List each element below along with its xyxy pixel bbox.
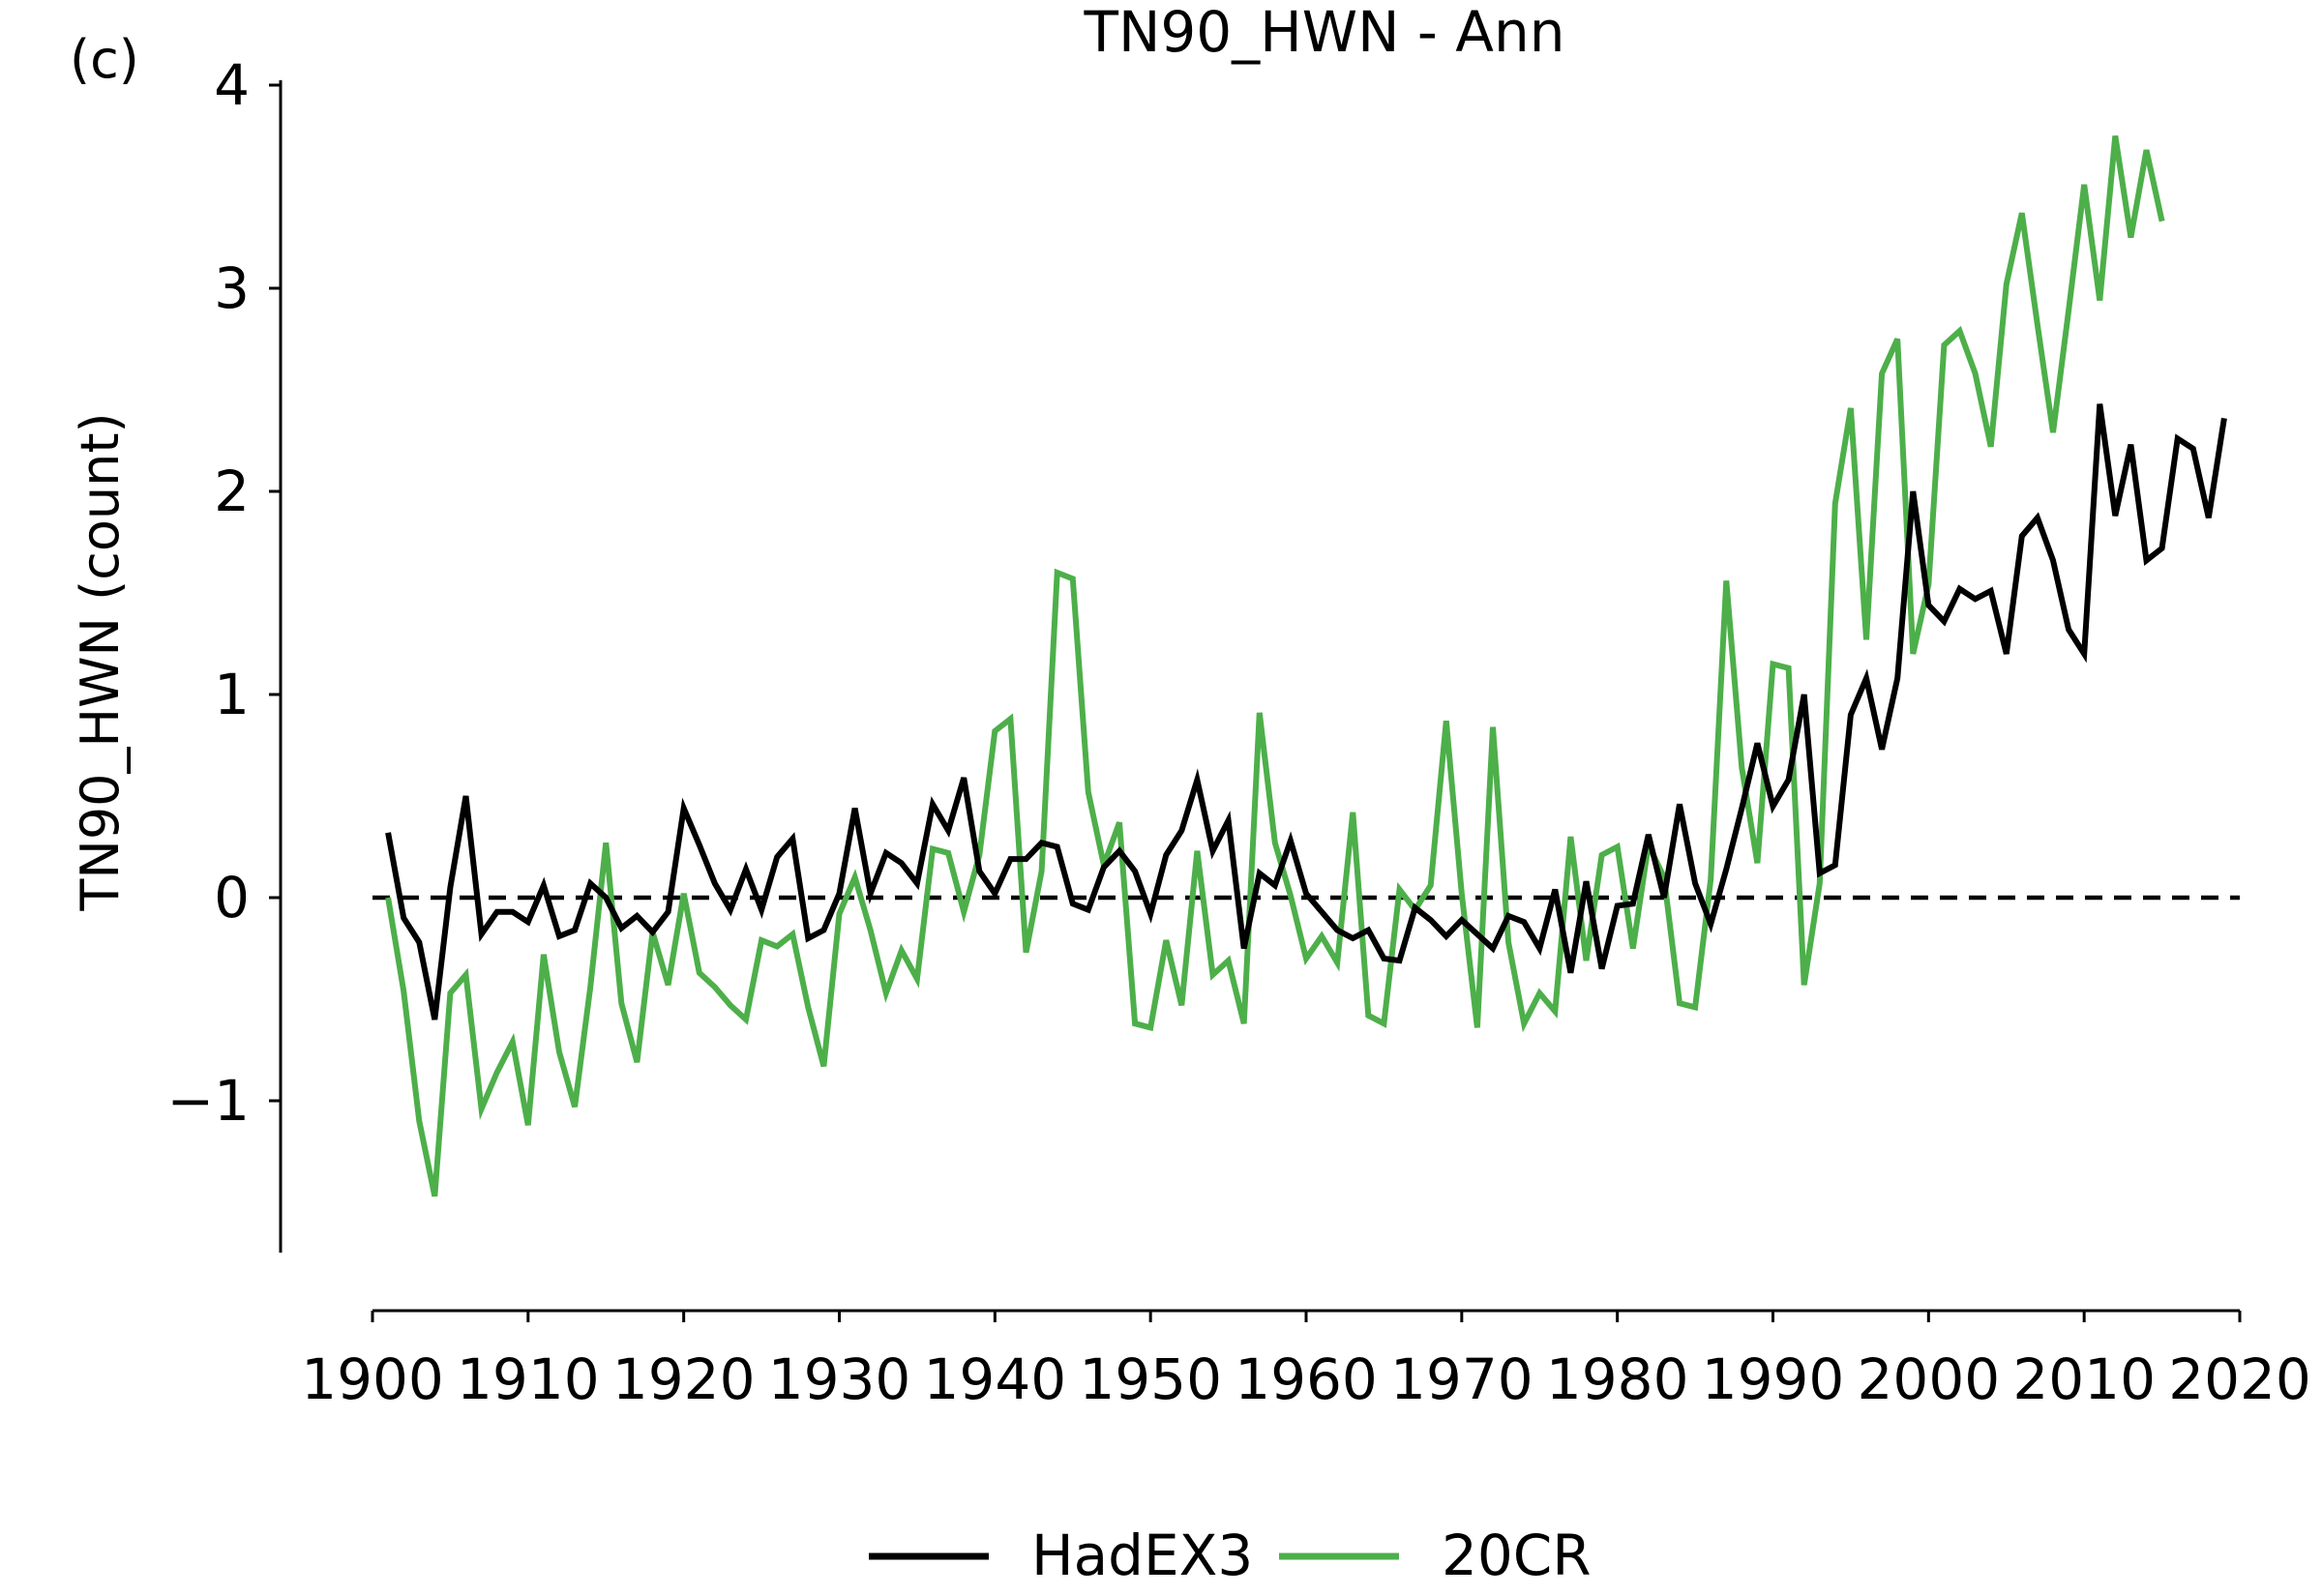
y-tick-label: 1: [214, 662, 250, 727]
x-tick-label: 1900: [301, 1346, 444, 1412]
x-tick-label: 1930: [768, 1346, 911, 1412]
x-tick-label: 1950: [1079, 1346, 1222, 1412]
y-tick-label: −1: [167, 1068, 251, 1134]
plot-series: [385, 135, 2227, 1197]
y-axis-label: TN90_HWN (count): [70, 412, 131, 911]
legend-label-hadex3: HadEX3: [1031, 1522, 1253, 1588]
y-tick-label: 3: [214, 255, 250, 321]
panel-label: (c): [70, 29, 139, 90]
series-line-20cr: [385, 135, 2165, 1197]
x-tick-label: 1960: [1235, 1346, 1378, 1412]
x-tick-label: 1990: [1702, 1346, 1845, 1412]
x-tick-label: 2000: [1858, 1346, 2001, 1412]
legend: HadEX3 20CR: [869, 1522, 1592, 1588]
x-tick-label: 1920: [612, 1346, 756, 1412]
x-tick-label: 1970: [1390, 1346, 1533, 1412]
x-tick-label: 2020: [2168, 1346, 2311, 1412]
y-tick-label: 4: [214, 52, 250, 118]
x-axis-ticks: 1900 1910 1920 1930 1940 1950 1960 1970 1980 1990…: [301, 1311, 2311, 1412]
x-tick-label: 2010: [2012, 1346, 2156, 1412]
x-tick-label: 1910: [457, 1346, 600, 1412]
x-tick-label: 1940: [924, 1346, 1067, 1412]
y-tick-label: 2: [214, 458, 250, 524]
x-tick-label: 1980: [1546, 1346, 1689, 1412]
legend-label-20cr: 20CR: [1442, 1522, 1592, 1588]
chart-title: TN90_HWN - Ann: [1084, 0, 1565, 65]
y-axis-ticks: −1 0 1 2 3 4: [167, 52, 281, 1134]
series-line-hadex3: [385, 403, 2227, 1020]
y-tick-label: 0: [214, 865, 250, 931]
